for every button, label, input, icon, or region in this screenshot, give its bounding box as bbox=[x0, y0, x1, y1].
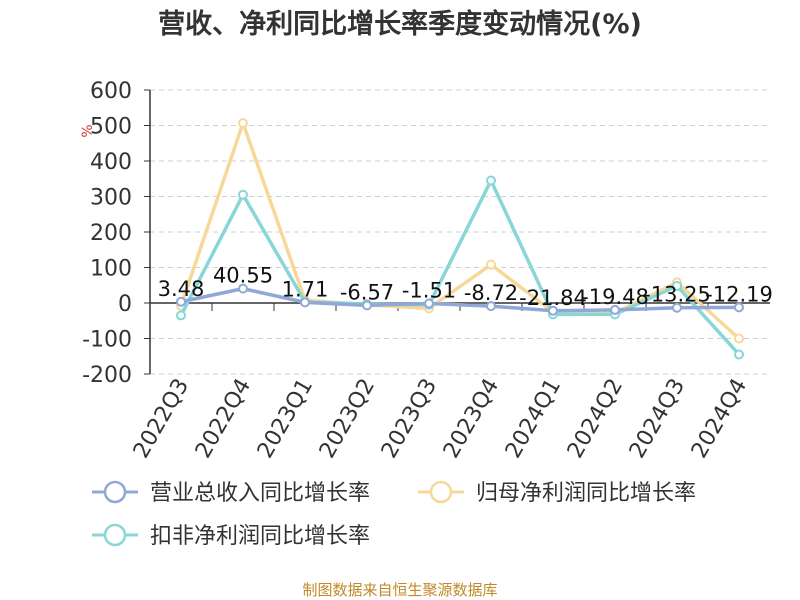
y-tick-label: 400 bbox=[90, 150, 132, 175]
y-tick-label: -100 bbox=[82, 328, 132, 353]
legend-label: 扣非净利润同比增长率 bbox=[150, 524, 370, 549]
x-tick-label: 2023Q1 bbox=[253, 375, 318, 463]
series-point bbox=[238, 283, 248, 294]
axis-layer: 6005004003002001000-100-2002022Q32022Q42… bbox=[82, 79, 770, 463]
series-point bbox=[672, 302, 682, 313]
series-point bbox=[238, 118, 248, 129]
data-label: -19.48 bbox=[581, 285, 649, 309]
series-point bbox=[486, 301, 496, 312]
x-tick-label: 2023Q2 bbox=[315, 375, 380, 463]
y-axis-unit: % bbox=[80, 124, 96, 137]
series-point bbox=[424, 298, 434, 309]
series-point bbox=[362, 300, 372, 311]
chart-title: 营收、净利同比增长率季度变动情况(%) bbox=[158, 8, 642, 40]
grid-layer bbox=[150, 89, 770, 375]
series-line bbox=[179, 178, 741, 356]
y-tick-label: 200 bbox=[90, 221, 132, 246]
x-tick-label: 2022Q4 bbox=[191, 375, 256, 463]
series-point bbox=[672, 280, 682, 291]
series-line bbox=[179, 121, 741, 340]
x-tick-label: 2024Q2 bbox=[563, 375, 628, 463]
series-point bbox=[486, 175, 496, 186]
series-point bbox=[238, 189, 248, 200]
x-tick-label: 2023Q4 bbox=[439, 375, 504, 463]
x-tick-label: 2024Q1 bbox=[501, 375, 566, 463]
y-tick-label: 500 bbox=[90, 115, 132, 140]
legend-swatch-marker bbox=[103, 523, 127, 547]
series-layer bbox=[176, 118, 744, 360]
series-point bbox=[734, 349, 744, 360]
y-tick-label: -200 bbox=[82, 363, 132, 388]
series-point bbox=[300, 297, 310, 308]
data-label: -21.84 bbox=[519, 286, 587, 310]
series-line bbox=[180, 286, 740, 313]
data-label-layer: 3.48 40.55 1.71 -6.57 -1.51 -8.72 -21.84-19.48… bbox=[158, 264, 773, 310]
data-label: 3.48 bbox=[158, 277, 205, 301]
x-tick-label: 2024Q3 bbox=[625, 375, 690, 463]
series-point bbox=[734, 333, 744, 344]
data-label: 40.55 bbox=[213, 264, 273, 288]
data-label: 1.71 bbox=[282, 277, 329, 301]
source-note: 制图数据来自恒生聚源数据库 bbox=[302, 581, 497, 599]
data-label: -12.19 bbox=[705, 282, 773, 306]
y-tick-label: 600 bbox=[90, 79, 132, 104]
series-point bbox=[548, 305, 558, 316]
legend-swatch-marker bbox=[103, 480, 127, 504]
data-label: -8.72 bbox=[464, 281, 518, 305]
series-point bbox=[176, 310, 186, 321]
series-point bbox=[734, 302, 744, 313]
data-label: -13.25 bbox=[643, 283, 711, 307]
legend-swatch-marker bbox=[429, 480, 453, 504]
x-tick-label: 2022Q3 bbox=[129, 375, 194, 463]
y-tick-label: 100 bbox=[90, 257, 132, 282]
x-tick-label: 2023Q3 bbox=[377, 375, 442, 463]
x-tick-label: 2024Q4 bbox=[687, 375, 752, 463]
data-label: -6.57 bbox=[340, 280, 394, 304]
series-point bbox=[486, 259, 496, 270]
legend-label: 营业总收入同比增长率 bbox=[150, 481, 370, 506]
legend-label: 归母净利润同比增长率 bbox=[476, 481, 696, 506]
y-tick-label: 0 bbox=[118, 292, 132, 317]
data-label: -1.51 bbox=[402, 279, 456, 303]
series-point bbox=[610, 304, 620, 315]
y-tick-label: 300 bbox=[90, 186, 132, 211]
series-point bbox=[176, 296, 186, 307]
